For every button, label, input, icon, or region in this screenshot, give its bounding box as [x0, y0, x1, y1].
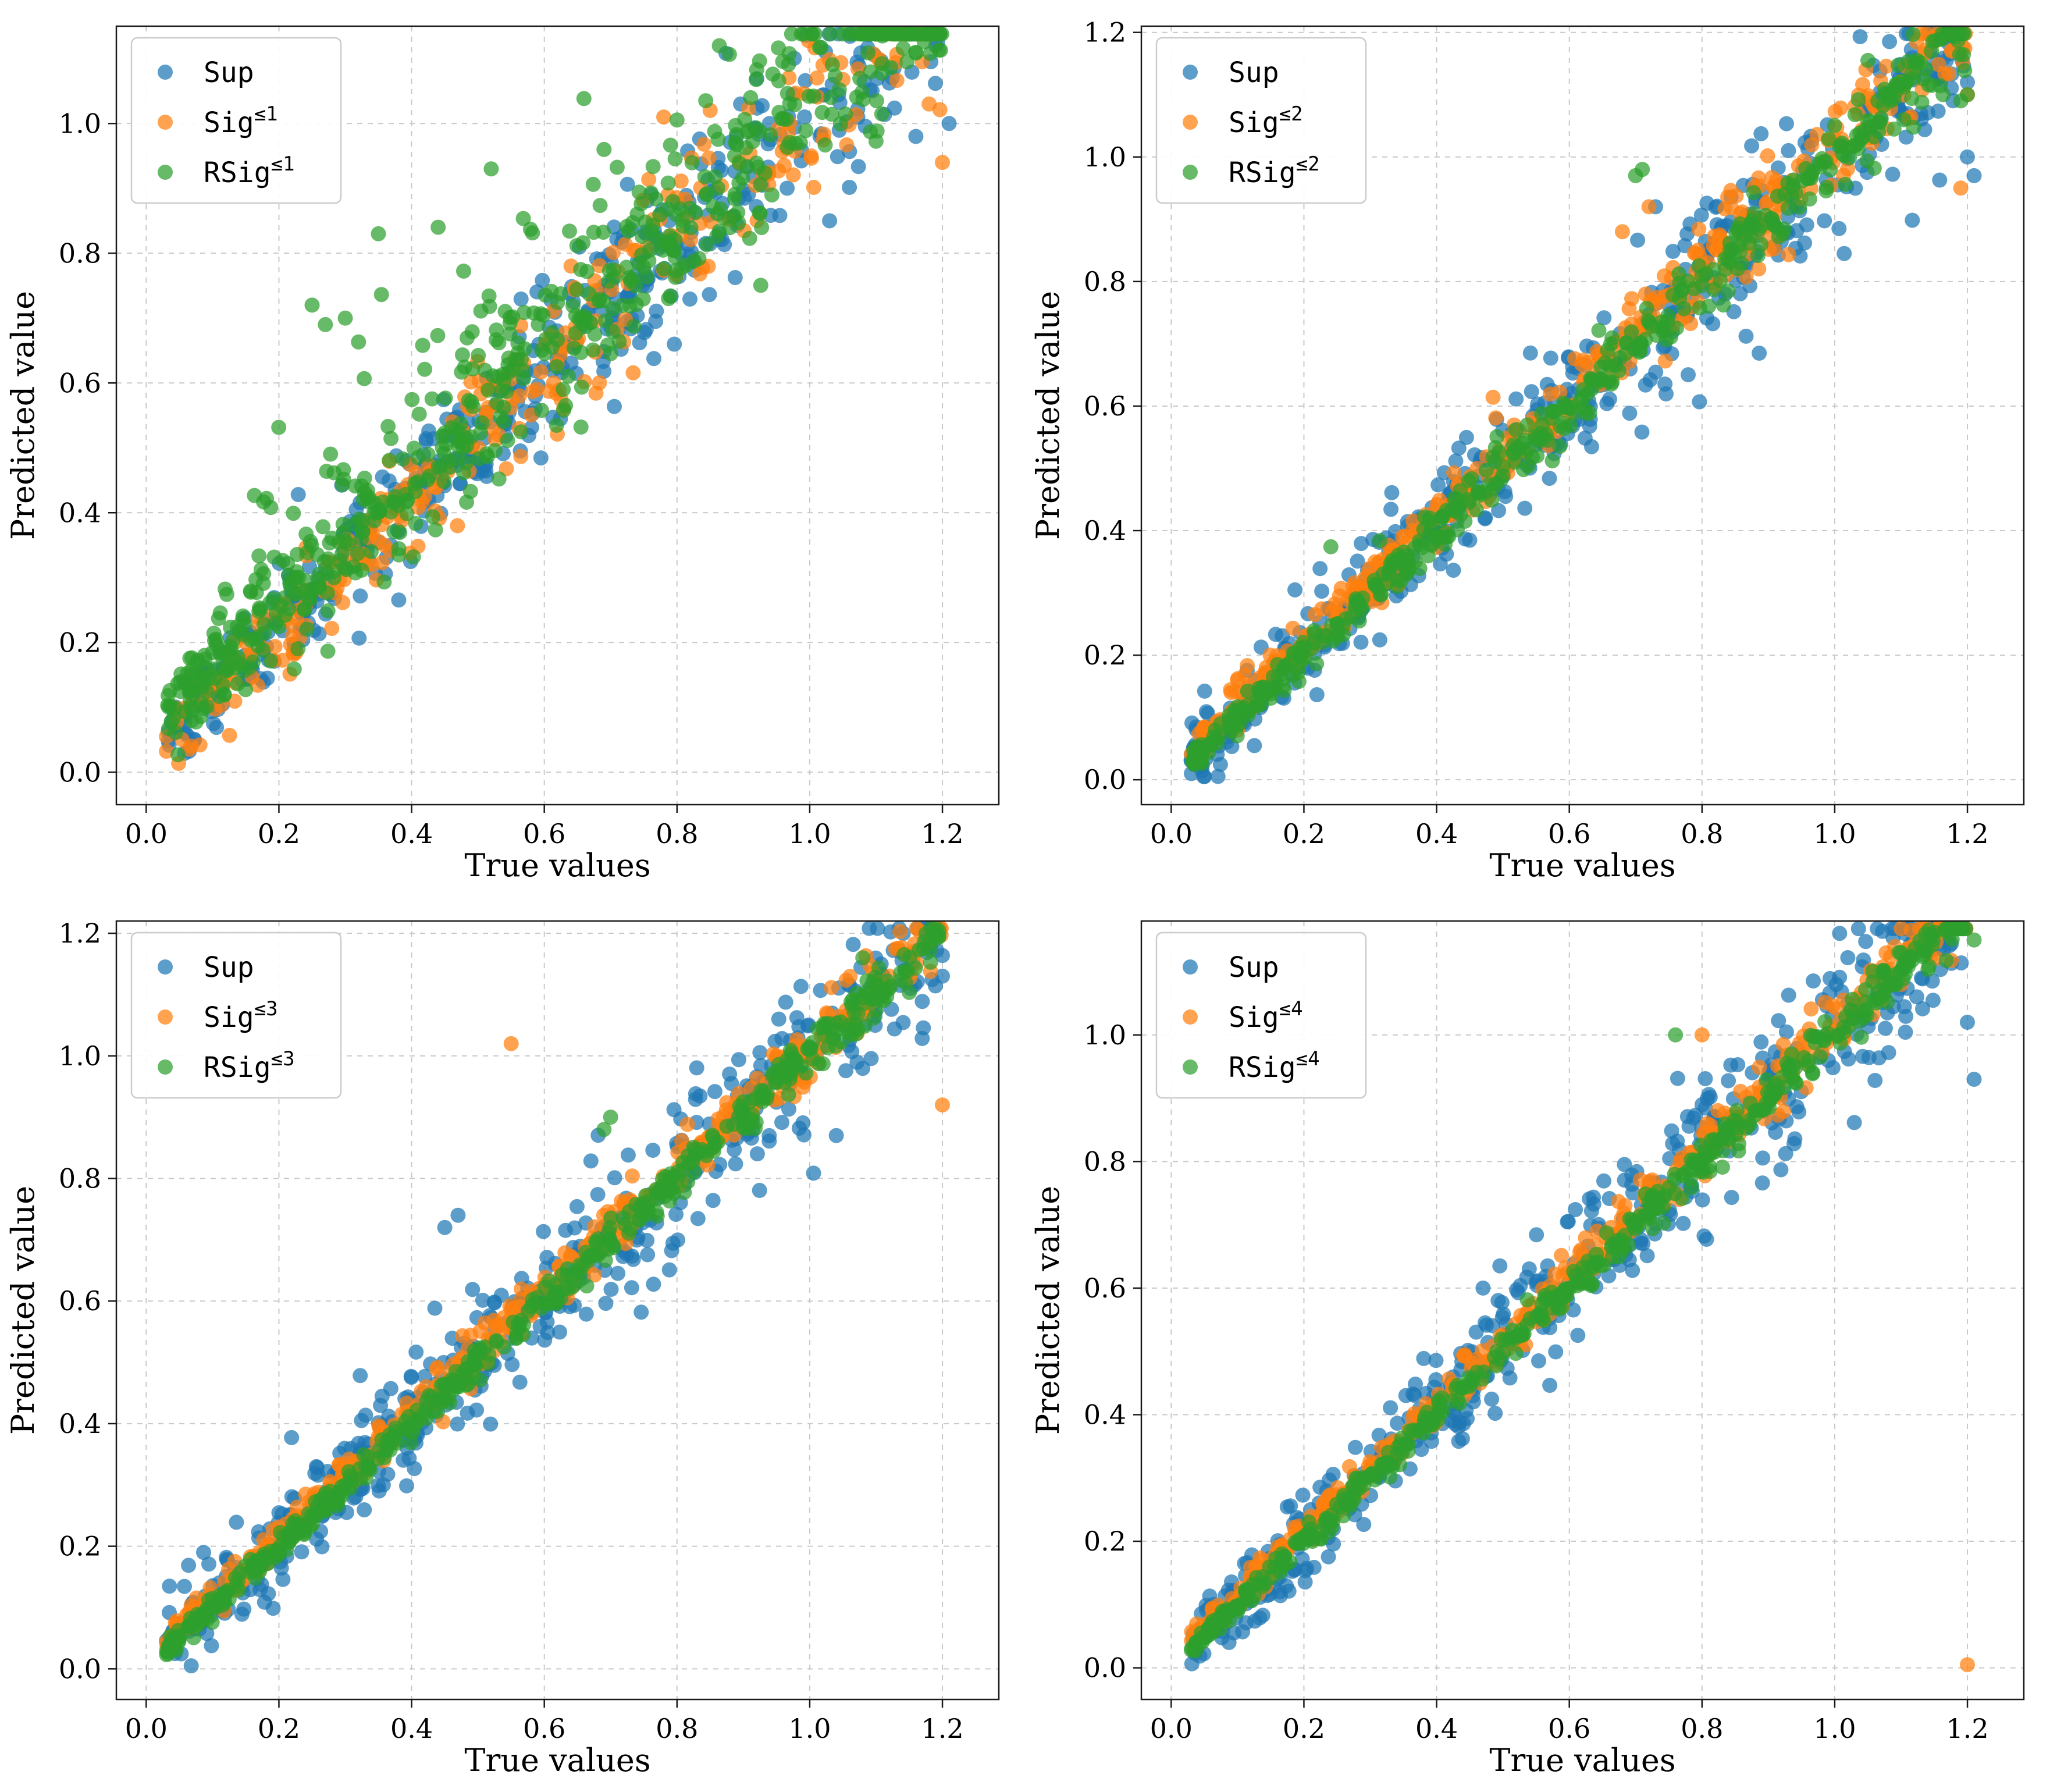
x-axis-label: True values	[1489, 847, 1675, 884]
x-axis-label: True values	[1489, 1742, 1675, 1779]
svg-text:1.0: 1.0	[59, 1040, 101, 1072]
svg-text:0.6: 0.6	[59, 367, 101, 399]
svg-text:0.4: 0.4	[390, 818, 433, 849]
svg-text:0.8: 0.8	[59, 1162, 101, 1194]
legend-entry-label: Sup	[204, 951, 254, 984]
svg-text:0.4: 0.4	[1084, 515, 1126, 546]
svg-text:0.2: 0.2	[1283, 818, 1325, 849]
x-axis-label: True values	[464, 847, 650, 884]
svg-text:0.0: 0.0	[1084, 764, 1126, 795]
svg-text:0.4: 0.4	[390, 1713, 433, 1744]
svg-text:0.0: 0.0	[59, 756, 101, 788]
svg-text:1.2: 1.2	[59, 918, 101, 949]
svg-text:1.2: 1.2	[1946, 818, 1988, 849]
scatter-canvas: 0.0 0.2 0.4 0.6 0.8 1.0 1.2 0.0 0.2 0.4 0.6 0.8 1.0 1…	[1025, 0, 2050, 895]
svg-text:1.2: 1.2	[1084, 17, 1126, 48]
svg-text:0.0: 0.0	[1150, 818, 1193, 849]
y-axis-label: Predicted value	[1030, 291, 1066, 540]
x-axis-label: True values	[464, 1742, 650, 1779]
svg-text:0.8: 0.8	[656, 1713, 698, 1744]
scatter-subplot-sig1: 0.0 0.2 0.4 0.6 0.8 1.0 1.2 0.0 0.2 0.4 0.6 0.8 1.0 T…	[0, 0, 1025, 895]
y-axis-label: Predicted value	[5, 1186, 41, 1435]
svg-text:0.6: 0.6	[523, 1713, 565, 1744]
svg-text:1.2: 1.2	[921, 818, 963, 849]
svg-text:1.0: 1.0	[788, 818, 831, 849]
scatter-canvas: 0.0 0.2 0.4 0.6 0.8 1.0 1.2 0.0 0.2 0.4 0.6 0.8 1.0 1…	[0, 895, 1025, 1790]
svg-text:0.2: 0.2	[1084, 639, 1126, 671]
legend-entry-label: Sup	[204, 56, 254, 89]
svg-text:1.0: 1.0	[1813, 818, 1856, 849]
scatter-canvas: 0.0 0.2 0.4 0.6 0.8 1.0 1.2 0.0 0.2 0.4 0.6 0.8 1.0 T…	[0, 0, 1025, 895]
svg-text:0.2: 0.2	[258, 818, 300, 849]
svg-text:0.2: 0.2	[59, 627, 101, 658]
svg-text:0.0: 0.0	[125, 1713, 168, 1744]
svg-text:0.2: 0.2	[59, 1531, 101, 1562]
svg-text:1.0: 1.0	[1084, 141, 1126, 173]
svg-text:0.8: 0.8	[1681, 818, 1723, 849]
svg-text:0.8: 0.8	[59, 237, 101, 269]
svg-text:0.4: 0.4	[59, 497, 101, 528]
svg-text:0.6: 0.6	[1084, 390, 1126, 422]
svg-text:0.0: 0.0	[125, 818, 168, 849]
legend-entry-label: Sup	[1229, 951, 1279, 984]
svg-text:0.6: 0.6	[523, 818, 565, 849]
svg-text:0.4: 0.4	[1415, 818, 1458, 849]
svg-text:1.2: 1.2	[921, 1713, 963, 1744]
svg-text:0.4: 0.4	[59, 1408, 101, 1439]
y-axis-label: Predicted value	[1030, 1186, 1066, 1435]
svg-text:0.6: 0.6	[59, 1285, 101, 1317]
svg-text:0.2: 0.2	[258, 1713, 300, 1744]
y-axis-label: Predicted value	[5, 291, 41, 540]
svg-text:1.0: 1.0	[59, 108, 101, 139]
legend-entry-label: Sup	[1229, 56, 1279, 89]
svg-text:0.6: 0.6	[1548, 818, 1590, 849]
svg-text:1.0: 1.0	[788, 1713, 831, 1744]
svg-text:0.8: 0.8	[1084, 266, 1126, 297]
scatter-subplot-sig2: 0.0 0.2 0.4 0.6 0.8 1.0 1.2 0.0 0.2 0.4 0.6 0.8 1.0 1…	[1025, 0, 2050, 895]
scatter-subplot-sig3: 0.0 0.2 0.4 0.6 0.8 1.0 1.2 0.0 0.2 0.4 0.6 0.8 1.0 1…	[0, 895, 1025, 1790]
svg-text:0.8: 0.8	[656, 818, 698, 849]
svg-text:0.0: 0.0	[59, 1653, 101, 1684]
